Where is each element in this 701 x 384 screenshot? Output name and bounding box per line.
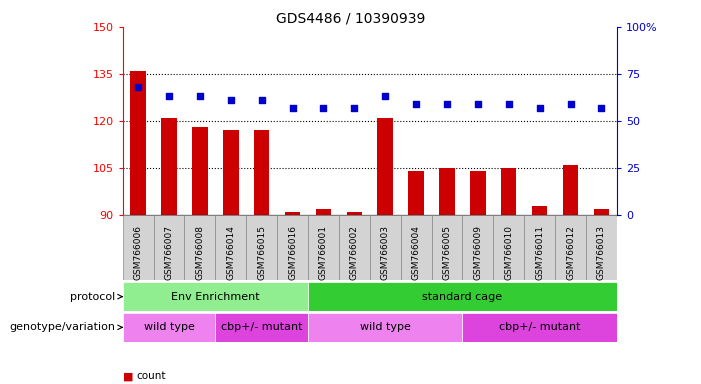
Bar	[308, 282, 617, 311]
Text: wild type: wild type	[360, 322, 411, 333]
Bar	[215, 215, 246, 280]
Bar	[470, 171, 486, 215]
Point	[411, 101, 422, 107]
Point	[442, 101, 453, 107]
Text: GSM766015: GSM766015	[257, 225, 266, 280]
Bar	[378, 118, 393, 215]
Bar	[494, 215, 524, 280]
Text: GSM766001: GSM766001	[319, 225, 328, 280]
Bar	[161, 118, 177, 215]
Bar	[370, 215, 401, 280]
Text: wild type: wild type	[144, 322, 194, 333]
Bar	[308, 215, 339, 280]
Bar	[277, 215, 308, 280]
Text: Env Enrichment: Env Enrichment	[171, 291, 259, 302]
Bar	[130, 71, 146, 215]
Text: GSM766010: GSM766010	[504, 225, 513, 280]
Point	[256, 97, 267, 103]
Text: GSM766004: GSM766004	[411, 225, 421, 280]
Bar	[246, 215, 277, 280]
Text: GSM766016: GSM766016	[288, 225, 297, 280]
Point	[194, 93, 205, 99]
Point	[225, 97, 236, 103]
Bar	[123, 215, 154, 280]
Point	[380, 93, 391, 99]
Bar	[432, 215, 463, 280]
Text: GSM766007: GSM766007	[165, 225, 174, 280]
Bar	[346, 212, 362, 215]
Point	[287, 105, 298, 111]
Point	[472, 101, 484, 107]
Bar	[339, 215, 370, 280]
Bar	[409, 171, 424, 215]
Bar	[524, 215, 555, 280]
Bar	[563, 165, 578, 215]
Bar	[123, 313, 215, 342]
Text: cbp+/- mutant: cbp+/- mutant	[221, 322, 302, 333]
Bar	[440, 168, 455, 215]
Text: GDS4486 / 10390939: GDS4486 / 10390939	[275, 12, 426, 25]
Point	[503, 101, 515, 107]
Text: GSM766013: GSM766013	[597, 225, 606, 280]
Bar	[463, 313, 617, 342]
Text: ■: ■	[123, 371, 133, 381]
Bar	[184, 215, 215, 280]
Bar	[315, 209, 331, 215]
Point	[163, 93, 175, 99]
Bar	[463, 215, 494, 280]
Point	[565, 101, 576, 107]
Bar	[123, 282, 308, 311]
Text: GSM766005: GSM766005	[442, 225, 451, 280]
Bar	[215, 313, 308, 342]
Text: GSM766002: GSM766002	[350, 225, 359, 280]
Bar	[532, 206, 547, 215]
Text: GSM766003: GSM766003	[381, 225, 390, 280]
Point	[596, 105, 607, 111]
Text: cbp+/- mutant: cbp+/- mutant	[499, 322, 580, 333]
Point	[132, 84, 144, 90]
Text: genotype/variation: genotype/variation	[10, 322, 116, 333]
Text: GSM766012: GSM766012	[566, 225, 575, 280]
Bar	[555, 215, 586, 280]
Text: GSM766006: GSM766006	[134, 225, 142, 280]
Bar	[308, 313, 463, 342]
Bar	[154, 215, 184, 280]
Text: GSM766009: GSM766009	[473, 225, 482, 280]
Text: GSM766011: GSM766011	[535, 225, 544, 280]
Point	[318, 105, 329, 111]
Point	[534, 105, 545, 111]
Bar	[223, 131, 238, 215]
Text: count: count	[137, 371, 166, 381]
Text: GSM766014: GSM766014	[226, 225, 236, 280]
Bar	[254, 131, 269, 215]
Point	[348, 105, 360, 111]
Bar	[285, 212, 300, 215]
Text: standard cage: standard cage	[423, 291, 503, 302]
Bar	[594, 209, 609, 215]
Text: GSM766008: GSM766008	[196, 225, 205, 280]
Bar	[586, 215, 617, 280]
Text: protocol: protocol	[70, 291, 116, 302]
Bar	[501, 168, 517, 215]
Bar	[192, 127, 207, 215]
Bar	[401, 215, 432, 280]
